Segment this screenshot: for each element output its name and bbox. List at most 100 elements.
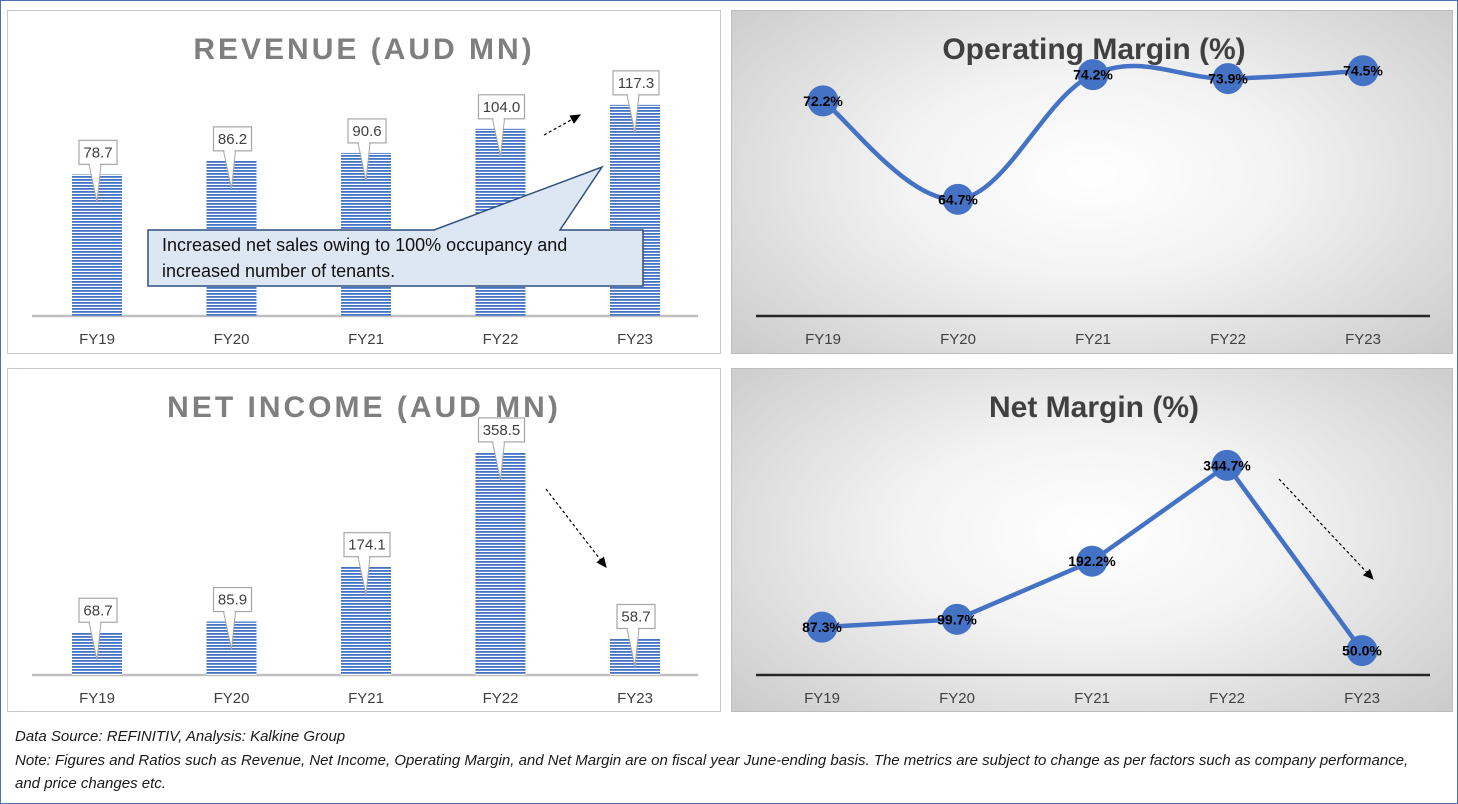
data-label-gap xyxy=(628,93,638,97)
data-label: 87.3% xyxy=(802,619,842,635)
x-tick-label: FY19 xyxy=(79,331,115,348)
data-label-gap xyxy=(628,627,638,631)
data-label: 72.2% xyxy=(803,93,843,109)
x-tick-label: FY20 xyxy=(214,690,250,707)
data-label-gap xyxy=(90,621,100,625)
data-label-box xyxy=(612,70,660,96)
data-label: 74.2% xyxy=(1073,67,1113,83)
data-point-fy22 xyxy=(1211,449,1243,481)
data-label: 64.7% xyxy=(938,191,978,207)
chart-title: Net Margin (%) xyxy=(989,391,1199,424)
x-tick-label: FY20 xyxy=(940,331,976,348)
data-label: 104.0 xyxy=(483,99,521,116)
data-label-box xyxy=(78,597,118,623)
x-tick-label: FY22 xyxy=(1209,690,1245,707)
data-point-fy21 xyxy=(1077,59,1109,91)
data-label-pointer xyxy=(626,94,640,133)
x-tick-label: FY20 xyxy=(214,331,250,348)
data-label-gap xyxy=(493,440,504,444)
data-label: 73.9% xyxy=(1208,71,1248,87)
revenue-trend-arrow xyxy=(543,114,582,136)
data-point-fy20 xyxy=(942,183,974,215)
annotation-callout: Increased net sales owing to 100% occupa… xyxy=(147,165,644,287)
data-label-box xyxy=(616,603,656,630)
data-label: 78.7 xyxy=(83,144,112,161)
note-text: Note: Figures and Ratios such as Revenue… xyxy=(15,751,1409,793)
data-label-pointer xyxy=(626,628,640,667)
net-margin-chart: Net Margin (%) 87.3% FY19 99.7% FY20 192.2% FY… xyxy=(731,368,1453,712)
data-label-box xyxy=(477,417,526,443)
net-income-chart-svg: NET INCOME (AUD MN)68.7FY1985.9FY20174.1… xyxy=(32,391,698,707)
data-point-fy20 xyxy=(941,603,973,635)
data-label-box xyxy=(212,586,253,613)
data-label-box xyxy=(78,139,118,165)
data-label-gap xyxy=(90,163,100,167)
x-tick-label: FY22 xyxy=(1210,331,1246,348)
revenue-chart-svg: REVENUE (AUD MN) 78.7 FY19 86.2 FY20 90.6 FY21… xyxy=(32,33,698,348)
data-label: 344.7% xyxy=(1203,457,1251,473)
data-label: 74.5% xyxy=(1343,63,1383,79)
x-tick-label: FY21 xyxy=(1075,331,1111,348)
annotation-text-line-2: increased number of tenants. xyxy=(162,261,395,281)
data-label: 86.2 xyxy=(218,131,247,148)
x-tick-label: FY23 xyxy=(617,331,653,348)
footer: Data Source: REFINITIV, Analysis: Kalkin… xyxy=(15,725,1435,796)
data-point-fy22 xyxy=(1212,63,1244,95)
operating-margin-chart-svg: Operating Margin (%)72.2%FY1964.7%FY2074… xyxy=(756,33,1430,348)
data-label: 85.9 xyxy=(218,592,247,609)
net-margin-chart-svg: Net Margin (%) 87.3% FY19 99.7% FY20 192.2% FY… xyxy=(756,391,1430,707)
x-tick-label: FY22 xyxy=(483,331,519,348)
data-label: 358.5 xyxy=(483,422,521,439)
data-label: 99.7% xyxy=(937,611,977,627)
data-label-box xyxy=(347,118,387,144)
data-label-gap xyxy=(224,149,235,153)
operating-margin-chart: Operating Margin (%) 72.2% FY19 64.7% FY20 74… xyxy=(731,10,1453,354)
data-label: 58.7 xyxy=(621,608,650,625)
data-label-gap xyxy=(359,555,369,559)
data-label-pointer xyxy=(492,441,505,481)
data-label: 68.7 xyxy=(83,602,112,619)
x-tick-label: FY21 xyxy=(1074,690,1110,707)
chart-title: REVENUE (AUD MN) xyxy=(193,33,534,66)
data-label-pointer xyxy=(88,164,102,203)
data-label: 192.2% xyxy=(1068,553,1116,569)
data-label-pointer xyxy=(223,611,236,650)
revenue-chart: REVENUE (AUD MN) 78.7 FY19 86.2 FY20 90.6 FY21… xyxy=(7,10,721,354)
data-label: 90.6 xyxy=(352,123,381,140)
data-label-pointer xyxy=(88,622,102,661)
x-tick-label: FY19 xyxy=(804,690,840,707)
annotation-callout-shape xyxy=(147,165,644,287)
data-label-pointer xyxy=(492,118,505,157)
x-tick-label: FY23 xyxy=(617,690,653,707)
x-tick-label: FY22 xyxy=(483,690,519,707)
data-label-pointer xyxy=(357,142,371,182)
data-point-fy19 xyxy=(806,611,838,643)
data-label-gap xyxy=(224,610,235,614)
bar-fy22 xyxy=(475,451,526,675)
x-tick-label: FY23 xyxy=(1345,331,1381,348)
annotation-text-line-1: Increased net sales owing to 100% occupa… xyxy=(162,235,567,255)
data-point-fy19 xyxy=(807,85,839,117)
data-label: 174.1 xyxy=(348,537,386,554)
x-tick-label: FY20 xyxy=(939,690,975,707)
data-source-text: Data Source: REFINITIV, Analysis: Kalkin… xyxy=(15,728,346,745)
x-tick-label: FY23 xyxy=(1344,690,1380,707)
data-label-gap xyxy=(493,117,504,121)
net-income-trend-arrow xyxy=(545,488,607,568)
x-tick-label: FY19 xyxy=(805,331,841,348)
data-label-gap xyxy=(359,141,369,145)
data-label: 117.3 xyxy=(618,75,654,92)
x-tick-label: FY19 xyxy=(79,690,115,707)
data-point-fy23 xyxy=(1346,635,1378,667)
data-label-pointer xyxy=(223,150,236,189)
net-margin-trend-arrow xyxy=(1278,478,1374,580)
data-point-fy23 xyxy=(1347,55,1379,87)
net-income-chart: NET INCOME (AUD MN) 68.7 FY19 85.9 FY20 174.1… xyxy=(7,368,721,712)
x-tick-label: FY21 xyxy=(348,690,384,707)
x-tick-label: FY21 xyxy=(348,331,384,348)
data-label-box xyxy=(477,94,526,120)
data-label-pointer xyxy=(357,556,371,595)
data-label: 50.0% xyxy=(1342,643,1382,659)
data-point-fy21 xyxy=(1076,545,1108,577)
